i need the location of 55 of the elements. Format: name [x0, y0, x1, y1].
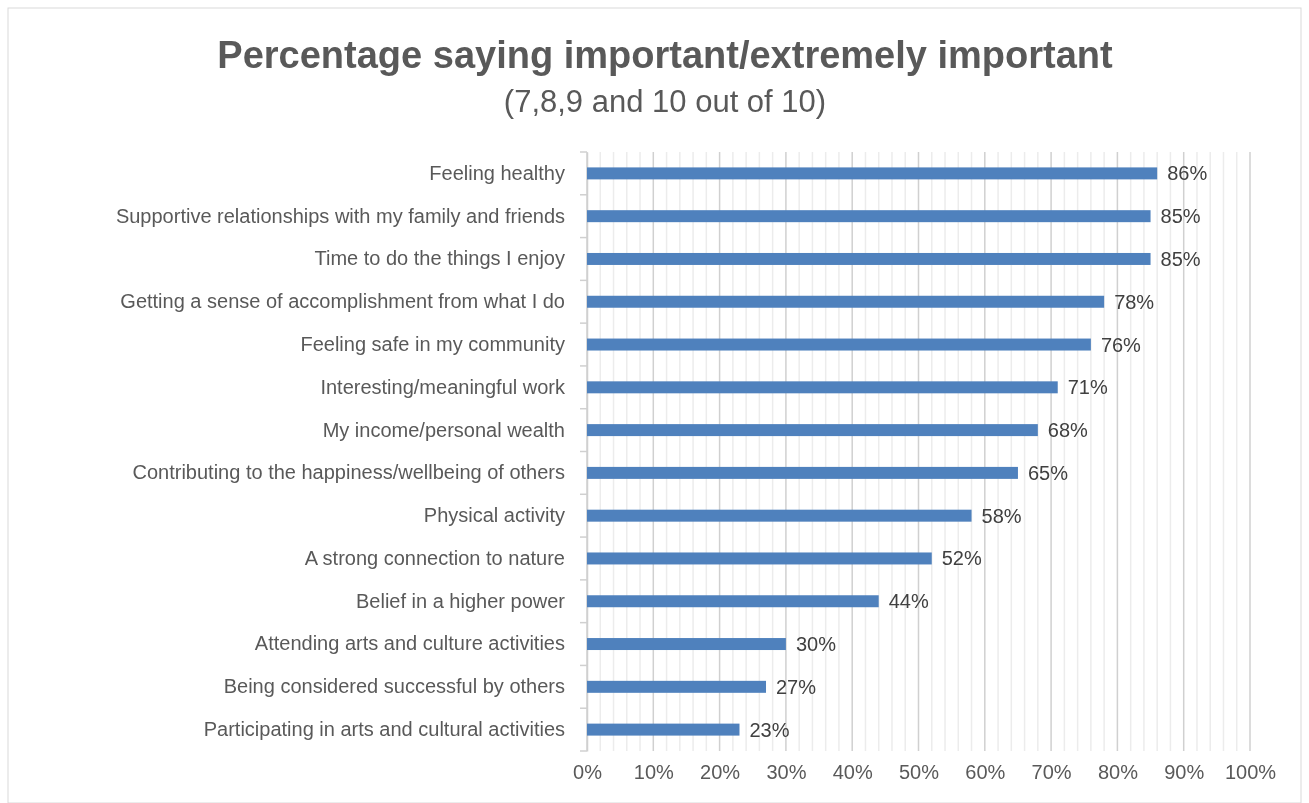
bar: [587, 509, 972, 522]
y-tick-label: Being considered successful by others: [223, 675, 565, 698]
data-label: 27%: [776, 675, 817, 698]
chart-title: Percentage saying important/extremely important: [217, 34, 1114, 76]
bar: [587, 338, 1091, 351]
y-tick-label: Contributing to the happiness/wellbeing of others: [132, 461, 565, 484]
y-tick-label: Interesting/meaningful work: [320, 375, 566, 398]
y-tick-label: A strong connection to nature: [304, 546, 565, 569]
x-tick-label: 70%: [1031, 761, 1072, 784]
data-label: 76%: [1100, 333, 1142, 356]
data-label: 30%: [795, 633, 837, 656]
x-tick-label: 40%: [832, 761, 873, 784]
bar: [587, 595, 879, 608]
y-tick-label: Belief in a higher power: [355, 589, 566, 612]
bar: [587, 295, 1105, 308]
y-tick-label: Supportive relationships with my family and friends: [115, 204, 565, 227]
data-label: 86%: [1167, 162, 1208, 185]
data-label: 23%: [749, 718, 790, 741]
y-tick-label: Feeling safe in my community: [300, 332, 565, 355]
y-tick-label: Feeling healthy: [429, 161, 565, 184]
bar: [587, 167, 1158, 180]
data-label: 52%: [941, 547, 983, 570]
chart-subtitle: (7,8,9 and 10 out of 10): [503, 84, 827, 119]
x-tick-label: 20%: [700, 761, 741, 784]
x-tick-label: 30%: [766, 761, 807, 784]
bar: [587, 552, 932, 565]
x-tick-label: 0%: [573, 761, 603, 784]
y-tick-label: Participating in arts and cultural activities: [203, 718, 565, 741]
y-tick-label: Attending arts and culture activities: [254, 632, 565, 655]
data-label: 71%: [1067, 376, 1108, 399]
x-tick-label: 90%: [1164, 761, 1205, 784]
y-tick-label: Time to do the things I enjoy: [314, 247, 565, 270]
x-tick-label: 50%: [898, 761, 940, 784]
data-label: 68%: [1047, 419, 1089, 442]
bar: [587, 210, 1151, 223]
x-tick-label: 60%: [965, 761, 1006, 784]
data-label: 44%: [888, 590, 929, 613]
x-tick-label: 10%: [633, 761, 675, 784]
y-tick-label: Getting a sense of accomplishment from what I do: [120, 290, 565, 313]
bar: [587, 252, 1151, 265]
y-tick-label: My income/personal wealth: [322, 418, 565, 441]
bar: [587, 680, 767, 693]
bar: [587, 424, 1038, 437]
bar: [587, 466, 1018, 479]
data-label: 85%: [1160, 247, 1201, 270]
bar: [587, 638, 786, 651]
y-tick-label: Physical activity: [423, 504, 565, 527]
data-label: 78%: [1114, 290, 1155, 313]
data-label: 65%: [1027, 461, 1069, 484]
x-tick-label: 100%: [1224, 761, 1277, 784]
data-label: 85%: [1160, 205, 1201, 228]
data-label: 58%: [981, 504, 1022, 527]
bar: [587, 381, 1058, 394]
x-tick-label: 80%: [1097, 761, 1139, 784]
bar: [587, 723, 740, 736]
